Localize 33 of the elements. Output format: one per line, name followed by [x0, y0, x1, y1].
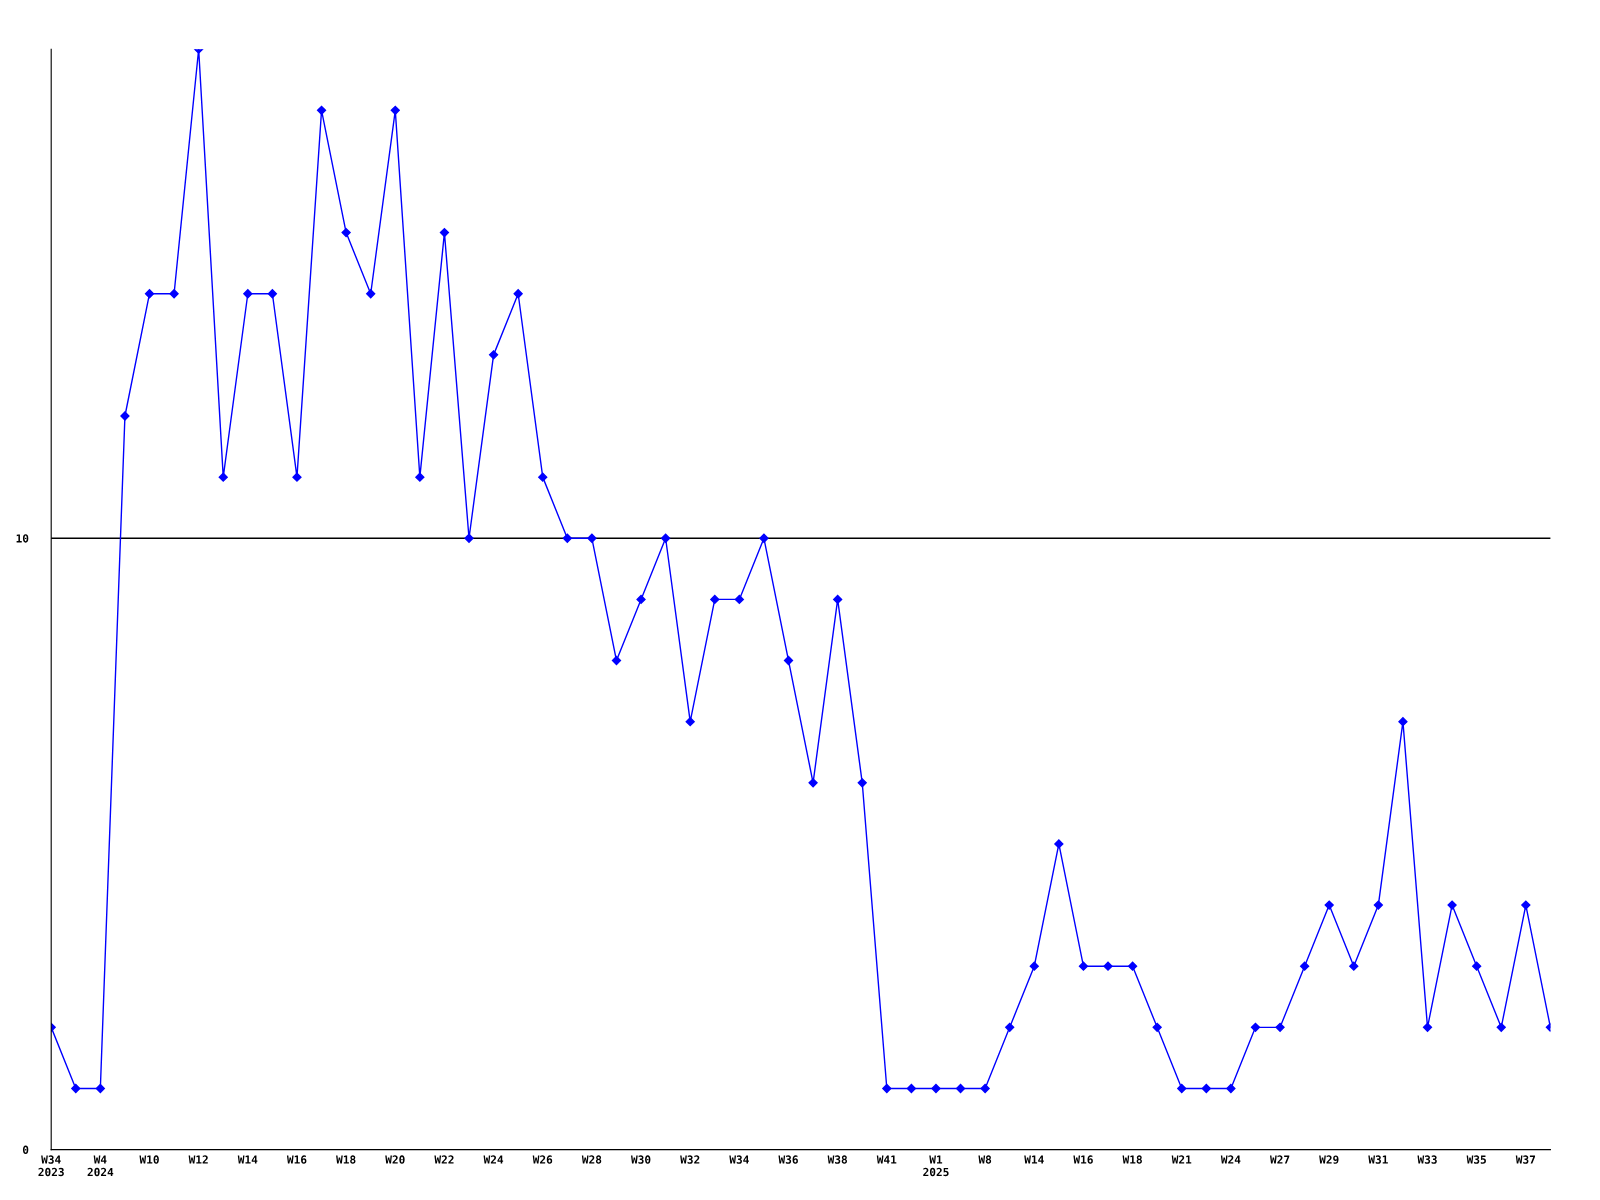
- x-tick-label: W18: [1122, 1155, 1142, 1164]
- x-tick-label: W22: [434, 1155, 454, 1164]
- x-tick-label: W38: [827, 1155, 847, 1164]
- x-tick-label: W29: [1319, 1155, 1339, 1164]
- x-tick-label: W36: [778, 1155, 798, 1164]
- x-tick-label: W27: [1270, 1155, 1290, 1164]
- x-tick-label: W32: [680, 1155, 700, 1164]
- x-tick-label: W24: [483, 1155, 504, 1164]
- x-tick-label: W28: [581, 1155, 602, 1164]
- x-tick-label: W4 2024: [87, 1155, 114, 1177]
- x-tick-label: W14: [237, 1155, 258, 1164]
- x-tick-label: W12: [188, 1155, 208, 1164]
- x-tick-label: W30: [631, 1155, 651, 1164]
- x-tick-label: W18: [336, 1155, 356, 1164]
- x-tick-label: W24: [1220, 1155, 1241, 1164]
- x-tick-label: W37: [1515, 1155, 1536, 1164]
- x-tick-label: W33: [1417, 1155, 1437, 1164]
- y-tick-label: 0: [22, 1145, 29, 1154]
- x-tick-label: W1 2025: [923, 1155, 949, 1177]
- x-tick-label: W14: [1024, 1155, 1044, 1164]
- x-tick-label: W41: [876, 1155, 897, 1164]
- x-tick-label: W16: [286, 1155, 307, 1164]
- y-tick-label: 10: [16, 534, 29, 543]
- x-tick-label: W34: [729, 1155, 749, 1164]
- x-tick-label: W26: [532, 1155, 553, 1164]
- x-tick-label: W34 2023: [38, 1155, 64, 1177]
- x-tick-label: W10: [139, 1155, 159, 1164]
- x-tick-label: W8: [978, 1155, 992, 1164]
- x-tick-label: W35: [1466, 1155, 1486, 1164]
- x-tick-label: W16: [1073, 1155, 1093, 1164]
- x-tick-label: W20: [385, 1155, 405, 1164]
- x-tick-label: W31: [1368, 1155, 1388, 1164]
- x-tick-label: W21: [1171, 1155, 1192, 1164]
